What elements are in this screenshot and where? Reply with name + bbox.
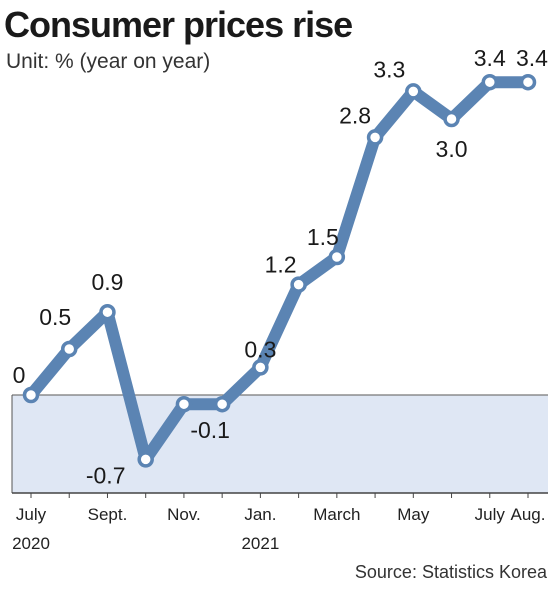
data-point: [366, 129, 384, 146]
data-point: [290, 276, 307, 293]
data-point: [405, 83, 422, 100]
x-tick-label: May: [397, 505, 430, 524]
data-label: 0.5: [39, 304, 71, 330]
x-tick-label: Nov.: [167, 505, 201, 524]
data-label: 1.2: [265, 252, 297, 278]
data-label: 3.3: [373, 56, 405, 82]
data-label: 0.3: [244, 336, 276, 362]
data-point: [175, 395, 193, 413]
data-label: 0.9: [91, 269, 123, 295]
x-tick-label: March: [313, 505, 360, 524]
data-label: -0.7: [86, 462, 126, 488]
data-label: 1.5: [307, 224, 339, 250]
x-tick-label: July: [475, 505, 506, 524]
chart-unit-label: Unit: % (year on year): [6, 50, 211, 73]
x-year-label: 2021: [241, 534, 279, 553]
data-label: 3.4: [516, 45, 548, 71]
source-note: Source: Statistics Korea: [354, 562, 547, 582]
data-label: 2.8: [339, 102, 371, 128]
x-year-label: 2020: [12, 534, 50, 553]
data-label: 3.4: [474, 45, 506, 71]
data-point: [213, 395, 231, 413]
negative-region: [12, 395, 548, 493]
x-tick-label: July: [16, 505, 47, 524]
x-tick-label: Jan.: [244, 505, 276, 524]
data-label: -0.1: [190, 417, 230, 443]
data-point: [99, 303, 116, 321]
data-point: [443, 110, 460, 128]
chart-title: Consumer prices rise: [4, 4, 353, 45]
data-point: [22, 386, 40, 404]
data-point: [60, 340, 78, 358]
data-label: 0: [13, 362, 26, 388]
data-label: 3.0: [436, 136, 468, 162]
data-point: [137, 451, 154, 468]
x-tick-label: Aug.: [511, 505, 546, 524]
data-point: [481, 73, 499, 91]
data-point: [252, 359, 269, 376]
x-tick-label: Sept.: [88, 505, 128, 524]
data-point: [519, 73, 537, 91]
data-point: [328, 248, 346, 266]
